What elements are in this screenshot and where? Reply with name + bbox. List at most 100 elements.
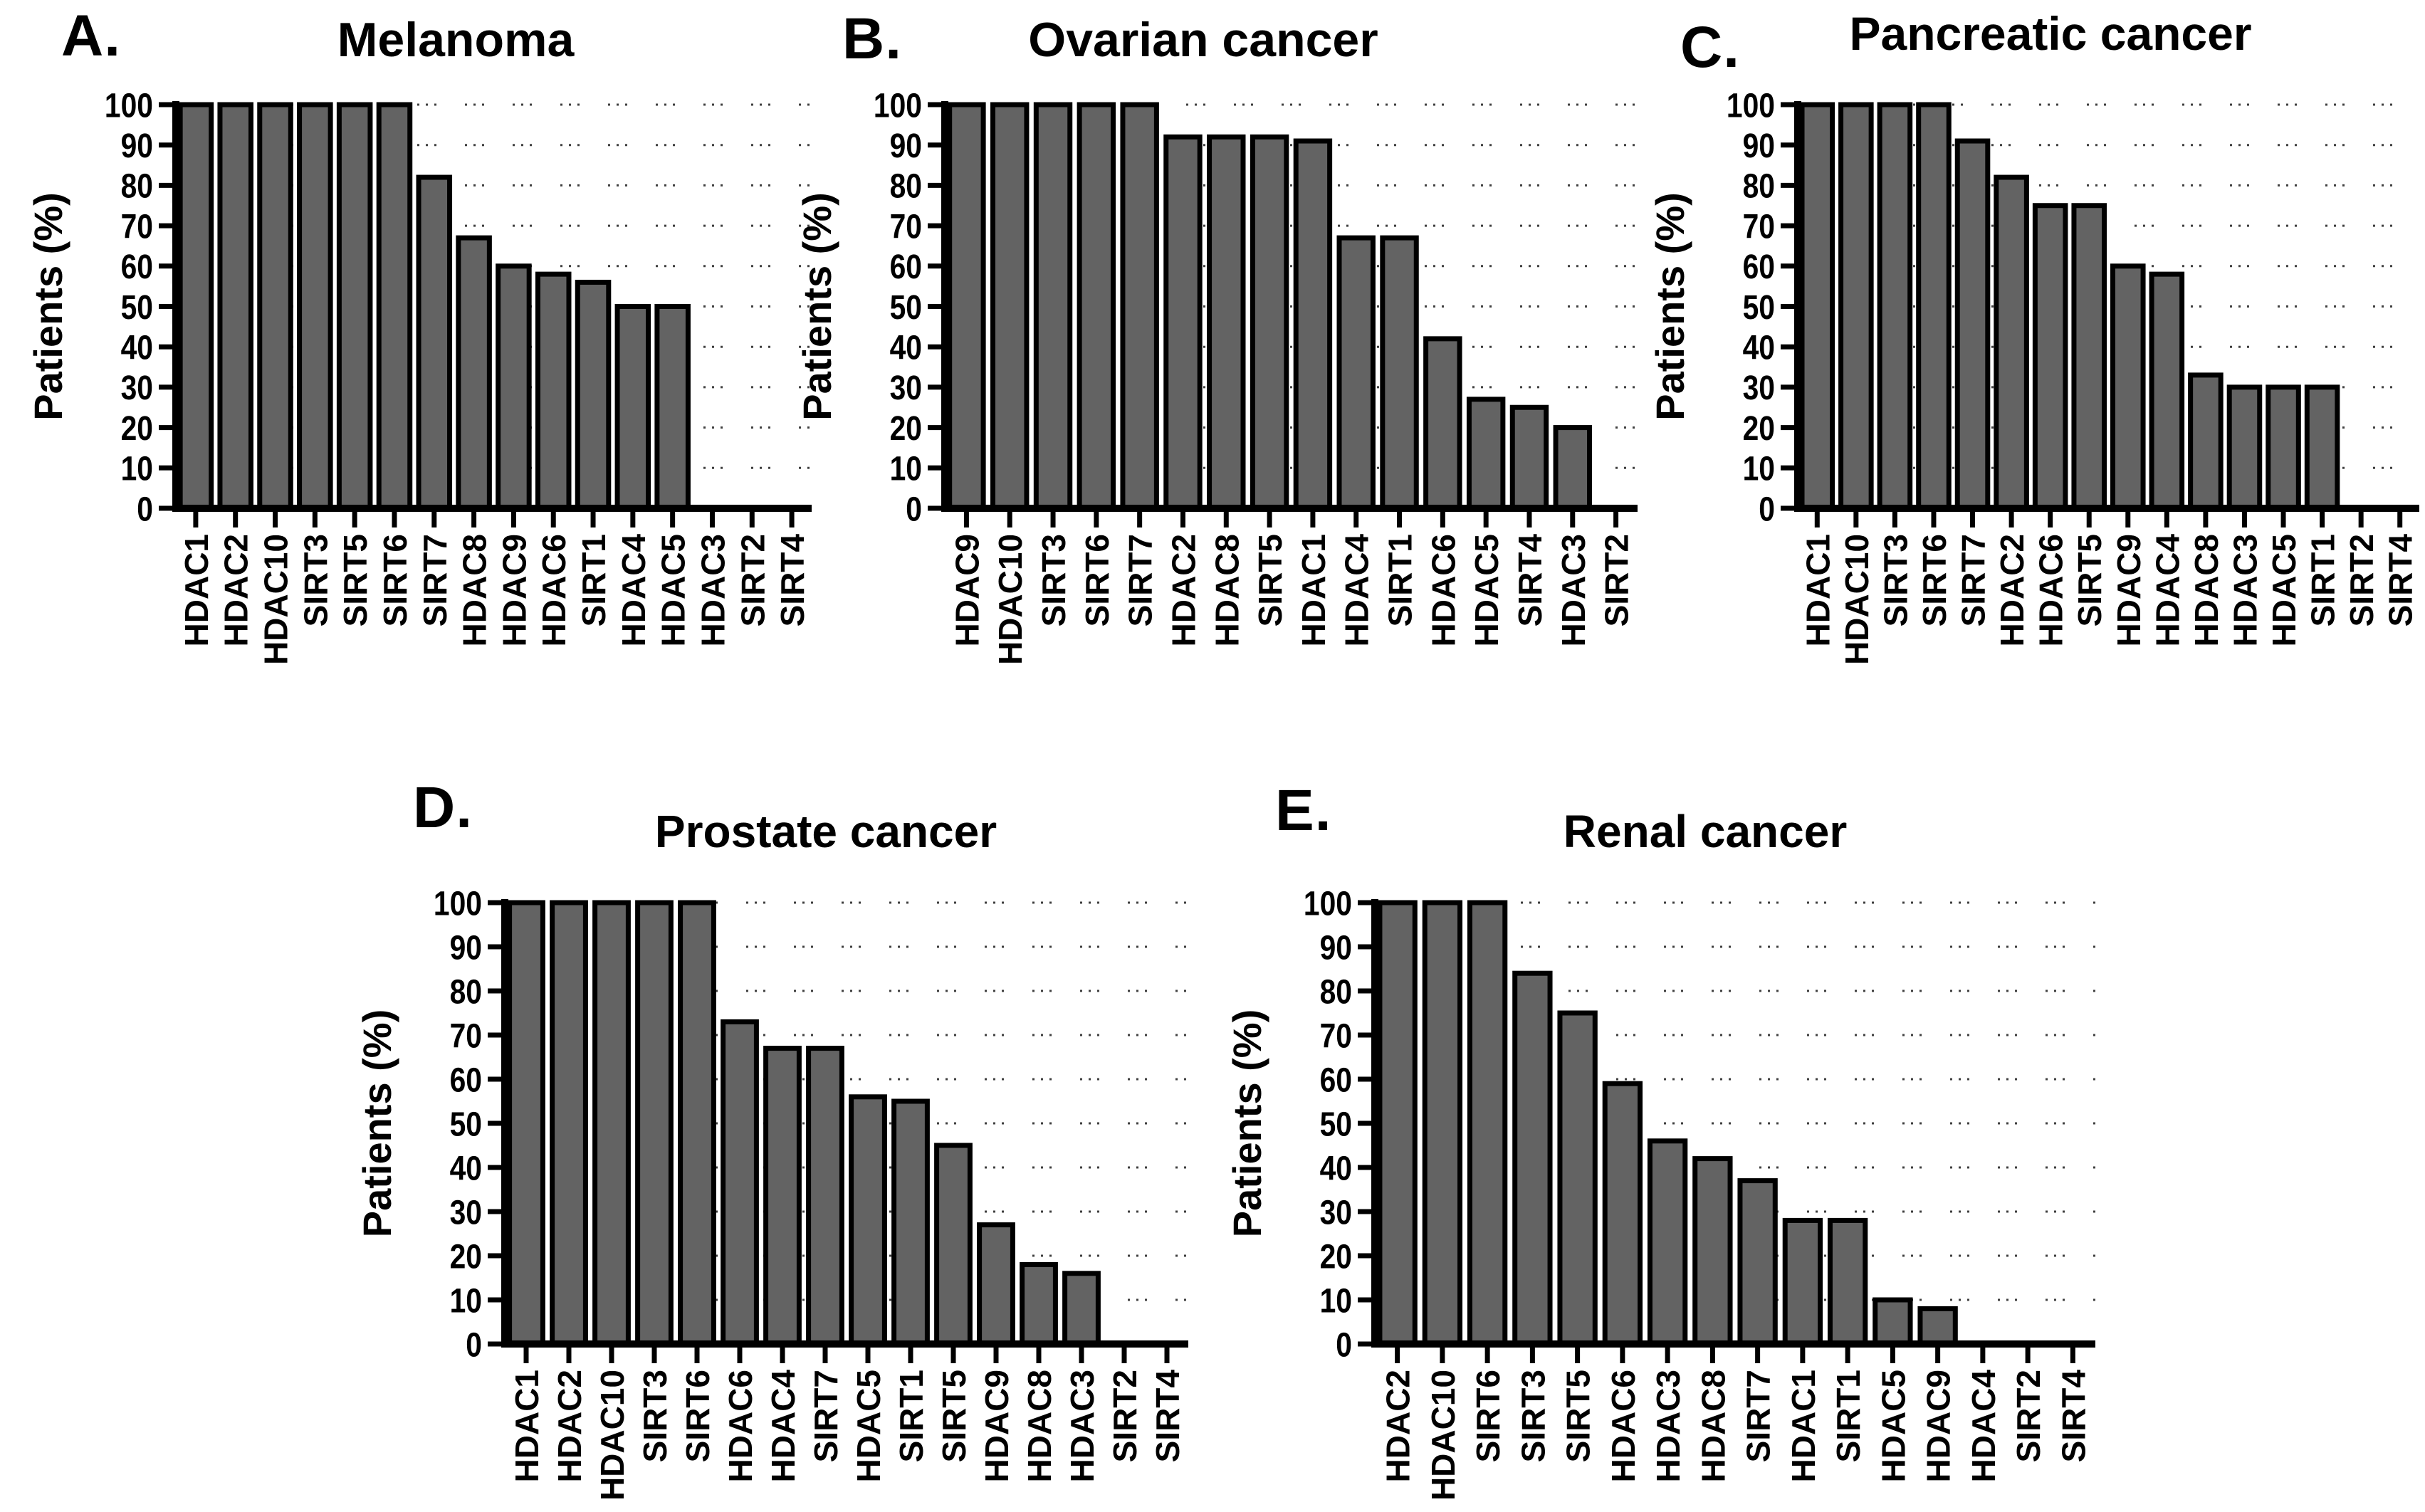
bar-HDAC6: [1602, 1081, 1643, 1347]
y-tick-label-10: 10: [1320, 1282, 1352, 1320]
y-tick-label-70: 70: [1320, 1017, 1352, 1055]
x-category-label-SIRT6: SIRT6: [1916, 534, 1953, 626]
x-category-label-HDAC8: HDAC8: [1208, 534, 1245, 646]
x-category-label-SIRT2: SIRT2: [2010, 1370, 2047, 1462]
y-tick-label-30: 30: [121, 369, 153, 407]
y-tick-label-10: 10: [890, 451, 922, 488]
bar-SIRT6: [1077, 102, 1116, 511]
x-category-label-SIRT2: SIRT2: [734, 534, 771, 626]
y-tick-label-0: 0: [466, 1326, 482, 1364]
y-tick-label-30: 30: [890, 369, 922, 407]
bar-SIRT7: [1737, 1178, 1778, 1347]
panel-letter-e: E.: [1275, 778, 1332, 843]
y-tick-label-80: 80: [890, 168, 922, 206]
x-category-label-SIRT3: SIRT3: [1514, 1370, 1551, 1462]
y-tick-label-70: 70: [1743, 208, 1775, 246]
y-tick-label-50: 50: [1320, 1106, 1352, 1143]
x-category-label-HDAC2: HDAC2: [218, 534, 255, 646]
panel-letter-c: C.: [1680, 15, 1740, 80]
bar-HDAC1: [507, 900, 545, 1347]
x-category-label-HDAC1: HDAC1: [508, 1370, 545, 1482]
y-tick-label-30: 30: [1320, 1194, 1352, 1232]
y-tick-label-30: 30: [1743, 369, 1775, 407]
x-category-label-SIRT6: SIRT6: [679, 1370, 716, 1462]
x-category-label-HDAC9: HDAC9: [1920, 1370, 1957, 1482]
x-category-label-SIRT3: SIRT3: [637, 1370, 674, 1462]
y-tick-label-60: 60: [890, 248, 922, 286]
bar-SIRT1: [1827, 1217, 1868, 1347]
x-category-label-HDAC8: HDAC8: [456, 534, 493, 646]
x-category-label-HDAC5: HDAC5: [850, 1370, 887, 1482]
x-category-label-SIRT5: SIRT5: [1560, 1370, 1597, 1462]
x-category-label-HDAC2: HDAC2: [1380, 1370, 1417, 1482]
y-tick-label-80: 80: [450, 973, 482, 1011]
chart-title-prostate: Prostate cancer: [654, 806, 997, 857]
bar-SIRT3: [1877, 102, 1913, 511]
x-category-label-SIRT1: SIRT1: [893, 1370, 930, 1462]
x-category-label-HDAC2: HDAC2: [1994, 534, 2031, 646]
chart-title-ovarian: Ovarian cancer: [1028, 13, 1378, 67]
x-category-label-HDAC5: HDAC5: [1468, 534, 1505, 646]
bar-HDAC6: [2032, 203, 2068, 511]
x-category-label-SIRT5: SIRT5: [936, 1370, 973, 1462]
x-category-label-HDAC4: HDAC4: [2149, 534, 2186, 647]
chart-title-renal: Renal cancer: [1563, 806, 1848, 857]
y-axis-title: Patients (%): [355, 1009, 399, 1238]
x-category-label-HDAC9: HDAC9: [948, 534, 985, 646]
y-tick-label-40: 40: [121, 329, 153, 367]
x-category-label-SIRT1: SIRT1: [1830, 1370, 1867, 1462]
y-axis-title: Patients (%): [1648, 192, 1692, 421]
x-category-label-SIRT7: SIRT7: [1740, 1370, 1777, 1462]
y-tick-label-0: 0: [137, 490, 153, 528]
y-tick-label-100: 100: [105, 87, 153, 125]
x-category-label-HDAC1: HDAC1: [1799, 534, 1836, 646]
x-category-label-HDAC10: HDAC10: [1425, 1370, 1462, 1501]
y-tick-label-60: 60: [121, 248, 153, 286]
x-category-label-SIRT5: SIRT5: [2071, 534, 2108, 626]
bar-SIRT1: [891, 1098, 930, 1347]
x-category-label-SIRT3: SIRT3: [1035, 534, 1072, 626]
bar-HDAC5: [1466, 397, 1506, 511]
y-tick-label-100: 100: [1727, 87, 1775, 125]
x-category-label-SIRT5: SIRT5: [1252, 534, 1289, 626]
bar-HDAC8: [1692, 1156, 1733, 1347]
y-tick-label-50: 50: [450, 1106, 482, 1143]
y-tick-label-40: 40: [890, 329, 922, 367]
y-tick-label-90: 90: [890, 127, 922, 165]
y-tick-label-90: 90: [1320, 929, 1352, 967]
x-category-label-HDAC1: HDAC1: [1295, 534, 1332, 646]
bar-SIRT3: [1512, 970, 1553, 1347]
bar-HDAC8: [456, 235, 492, 511]
y-axis-title: Patients (%): [1225, 1009, 1269, 1238]
x-category-label-HDAC10: HDAC10: [594, 1370, 631, 1501]
y-tick-label-10: 10: [1743, 451, 1775, 488]
y-tick-label-20: 20: [890, 410, 922, 448]
x-category-label-SIRT4: SIRT4: [1512, 534, 1549, 627]
y-tick-label-0: 0: [1759, 490, 1775, 528]
bar-SIRT7: [1954, 138, 1991, 511]
y-tick-label-20: 20: [1743, 410, 1775, 448]
y-tick-label-30: 30: [450, 1194, 482, 1232]
panel-letter-d: D.: [413, 775, 473, 840]
y-tick-label-60: 60: [1743, 248, 1775, 286]
x-category-label-SIRT7: SIRT7: [1955, 534, 1992, 626]
x-category-label-HDAC10: HDAC10: [1838, 534, 1875, 665]
y-tick-label-90: 90: [1743, 127, 1775, 165]
x-category-label-HDAC3: HDAC3: [1650, 1370, 1687, 1482]
bar-HDAC5: [1873, 1297, 1913, 1347]
bar-HDAC10: [592, 900, 631, 1347]
bar-HDAC2: [550, 900, 588, 1347]
y-tick-label-60: 60: [450, 1061, 482, 1099]
x-category-label-HDAC3: HDAC3: [1064, 1370, 1101, 1482]
x-category-label-SIRT1: SIRT1: [1382, 534, 1419, 626]
x-category-label-SIRT6: SIRT6: [1470, 1370, 1507, 1462]
bar-HDAC1: [1782, 1217, 1823, 1347]
bar-HDAC6: [721, 1019, 759, 1347]
bar-HDAC5: [2266, 384, 2301, 511]
bar-SIRT1: [1380, 235, 1419, 511]
x-category-label-SIRT7: SIRT7: [417, 534, 454, 626]
